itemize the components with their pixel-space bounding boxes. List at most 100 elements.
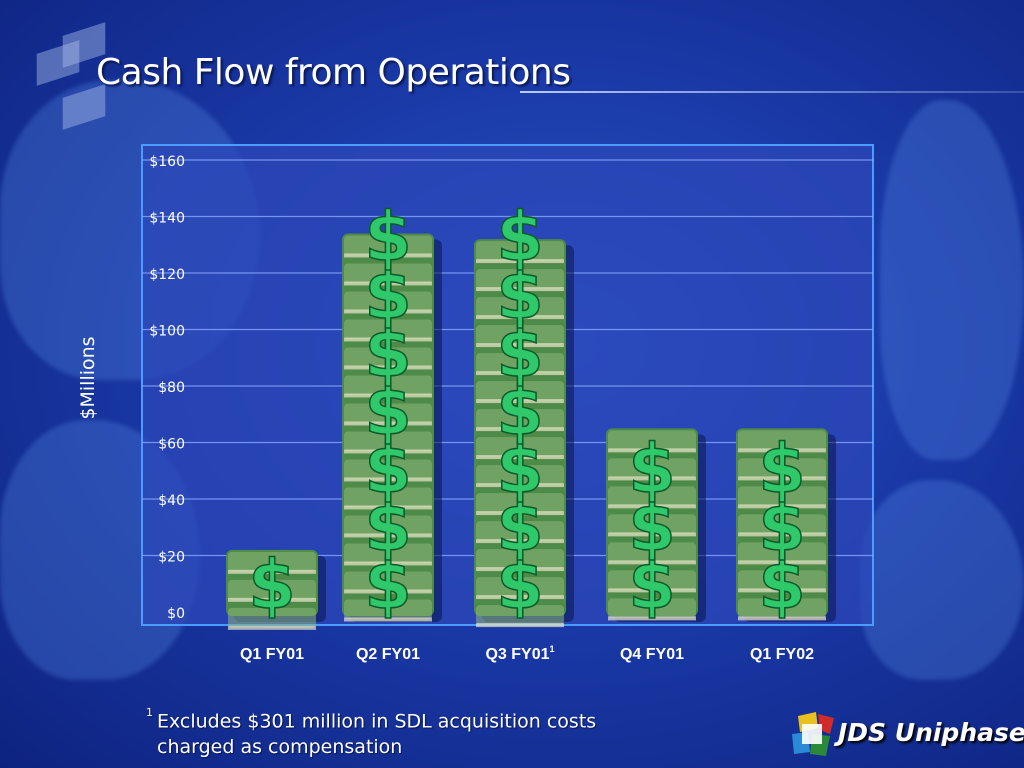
x-tick-label: Q4 FY01 bbox=[620, 646, 684, 663]
bill-edge bbox=[344, 617, 432, 622]
bill-edge bbox=[344, 309, 432, 314]
bill-edge bbox=[476, 315, 564, 320]
footnote-marker: 1 bbox=[146, 706, 153, 719]
bill-edge bbox=[738, 588, 826, 593]
bill-bundle bbox=[344, 375, 432, 396]
bar: $ bbox=[226, 545, 326, 630]
bill-bundle bbox=[738, 486, 826, 507]
bill-bundle bbox=[228, 607, 316, 628]
dollar-sign: $ bbox=[628, 546, 675, 625]
bill-edge bbox=[738, 504, 826, 509]
y-tick-label: $60 bbox=[158, 437, 185, 453]
x-tick-superscript: 1 bbox=[550, 644, 555, 654]
bill-edge bbox=[344, 421, 432, 426]
y-tick-label: $160 bbox=[149, 154, 185, 170]
dollar-sign: $ bbox=[248, 546, 295, 625]
bill-edge bbox=[228, 569, 316, 574]
bill-bundle bbox=[476, 549, 564, 570]
bill-edge bbox=[608, 532, 696, 537]
bill-edge bbox=[344, 393, 432, 398]
dollar-sign: $ bbox=[364, 198, 411, 277]
dollar-sign: $ bbox=[364, 430, 411, 509]
y-tick-label: $40 bbox=[158, 493, 185, 509]
dollar-sign: $ bbox=[496, 488, 543, 567]
dollar-sign: $ bbox=[758, 488, 805, 567]
bill-bundle bbox=[608, 570, 696, 591]
bill-bundle bbox=[608, 542, 696, 563]
bill-edge bbox=[476, 483, 564, 488]
footnote-line-1: Excludes $301 million in SDL acquisition… bbox=[157, 710, 597, 733]
dollar-sign: $ bbox=[496, 314, 543, 393]
bar: $$$$$$$ bbox=[342, 197, 442, 626]
bill-bundle bbox=[608, 486, 696, 507]
bill-bundle bbox=[476, 381, 564, 402]
bill-bundle bbox=[344, 403, 432, 424]
bill-edge bbox=[476, 595, 564, 600]
bill-edge bbox=[738, 616, 826, 621]
brand-name: JDS Uniphase bbox=[838, 718, 1024, 747]
bill-bundle bbox=[476, 353, 564, 374]
bill-bundle bbox=[738, 514, 826, 535]
bill-bundle bbox=[476, 325, 564, 346]
bill-bundle bbox=[476, 269, 564, 290]
bill-edge bbox=[476, 511, 564, 516]
bill-bundle bbox=[738, 430, 826, 451]
title-underline bbox=[520, 91, 1024, 93]
slide-title: Cash Flow from Operations bbox=[96, 52, 571, 93]
bill-edge bbox=[344, 337, 432, 342]
dollar-sign: $ bbox=[364, 372, 411, 451]
y-tick-label: $20 bbox=[158, 550, 185, 566]
x-tick-label: Q3 FY011 bbox=[485, 644, 554, 663]
bill-edge bbox=[476, 399, 564, 404]
bill-bundle bbox=[344, 263, 432, 284]
jds-logo-icon bbox=[792, 712, 834, 756]
bill-bundle bbox=[476, 493, 564, 514]
bill-bundle bbox=[476, 577, 564, 598]
bill-bundle bbox=[344, 543, 432, 564]
bill-bundle bbox=[344, 515, 432, 536]
bill-bundle bbox=[476, 465, 564, 486]
bill-bundle bbox=[476, 605, 564, 626]
dollar-sign: $ bbox=[364, 314, 411, 393]
dollar-sign: $ bbox=[496, 256, 543, 335]
bill-edge bbox=[738, 448, 826, 453]
x-tick-label: Q1 FY01 bbox=[240, 646, 304, 663]
bill-bundle bbox=[608, 514, 696, 535]
bill-bundle bbox=[344, 487, 432, 508]
bill-edge bbox=[476, 287, 564, 292]
dollar-sign: $ bbox=[364, 546, 411, 625]
dollar-sign: $ bbox=[496, 198, 543, 277]
dollar-sign: $ bbox=[628, 430, 675, 509]
bill-edge bbox=[344, 533, 432, 538]
bill-bundle bbox=[344, 459, 432, 480]
bill-edge bbox=[476, 259, 564, 264]
dollar-sign: $ bbox=[496, 430, 543, 509]
bill-edge bbox=[476, 455, 564, 460]
bill-bundle bbox=[608, 458, 696, 479]
bill-edge bbox=[228, 625, 316, 630]
bar: $$$ bbox=[736, 428, 836, 626]
x-tick-label: Q1 FY02 bbox=[750, 646, 814, 663]
y-tick-label: $120 bbox=[149, 267, 185, 283]
y-tick-label: $0 bbox=[167, 606, 185, 622]
dollar-sign: $ bbox=[758, 430, 805, 509]
bill-bundle bbox=[344, 347, 432, 368]
bill-edge bbox=[344, 281, 432, 286]
bill-bundle bbox=[738, 458, 826, 479]
x-tick-label: Q2 FY01 bbox=[356, 646, 420, 663]
y-tick-label: $80 bbox=[158, 380, 185, 396]
bill-edge bbox=[344, 365, 432, 370]
bill-edge bbox=[608, 588, 696, 593]
y-tick-label: $140 bbox=[149, 211, 185, 227]
bill-edge bbox=[738, 476, 826, 481]
bill-edge bbox=[608, 616, 696, 621]
bill-edge bbox=[228, 597, 316, 602]
bill-edge bbox=[608, 448, 696, 453]
bill-bundle bbox=[344, 291, 432, 312]
bill-edge bbox=[738, 560, 826, 565]
bill-bundle bbox=[344, 571, 432, 592]
footnote: 1 Excludes $301 million in SDL acquisitio… bbox=[146, 704, 596, 760]
bill-bundle bbox=[738, 570, 826, 591]
bill-bundle bbox=[476, 409, 564, 430]
